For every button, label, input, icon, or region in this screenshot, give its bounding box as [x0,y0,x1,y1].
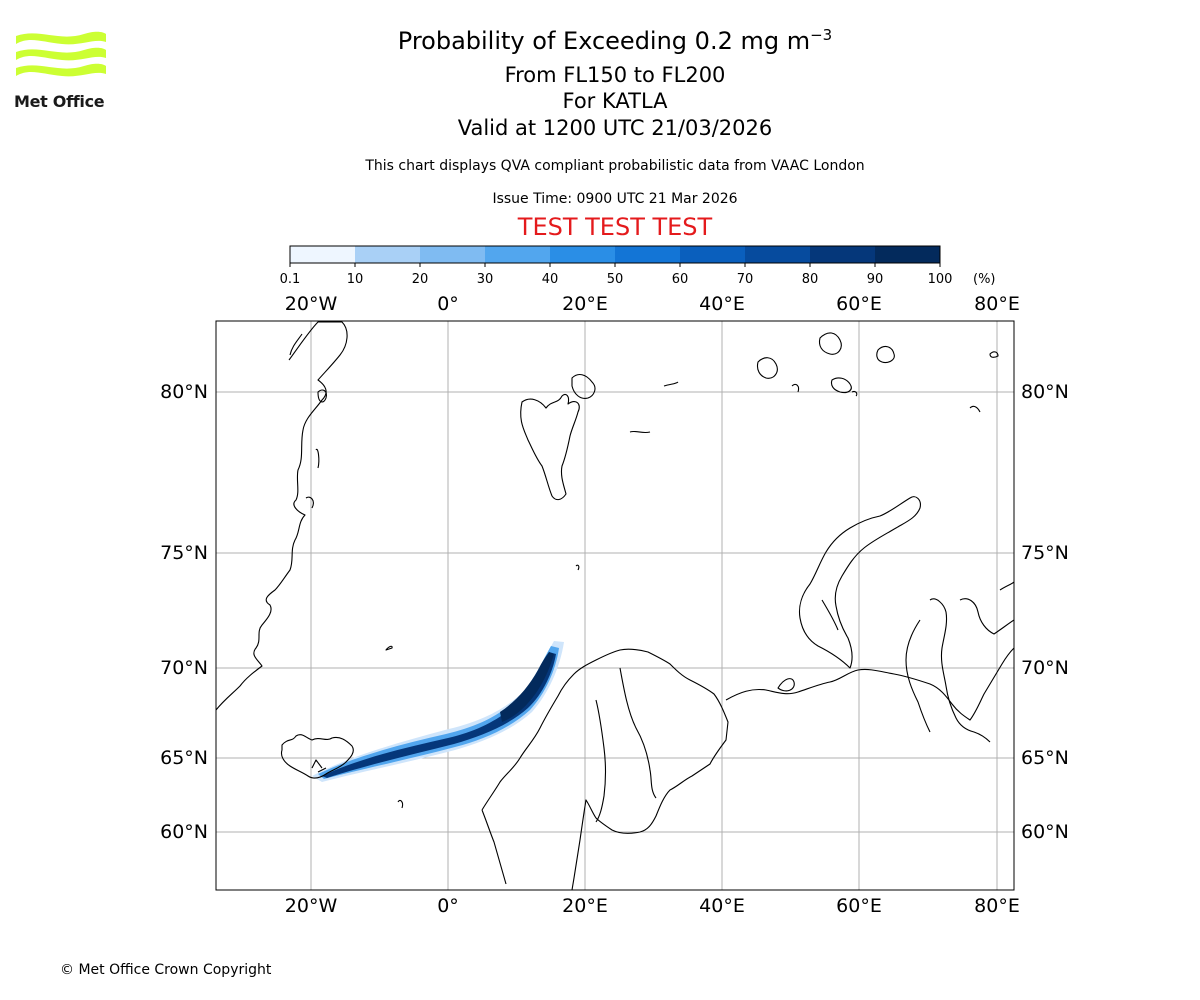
lon-label-bottom-80e: 80°E [974,895,1020,917]
copyright-notice: © Met Office Crown Copyright [60,962,272,978]
plume-peak [500,652,554,722]
lon-label-top-40e: 40°E [699,293,745,315]
map-frame [215,320,1015,891]
lon-label-bottom-60e: 60°E [836,895,882,917]
lon-label-top-80e: 80°E [974,293,1020,315]
coastlines [216,321,1014,890]
lat-label-right-80n: 80°N [1021,381,1069,403]
lat-label-left-75n: 75°N [160,542,208,564]
chart-title: Probability of Exceeding 0.2 mg m−3 [0,26,1200,55]
lat-label-left-80n: 80°N [160,381,208,403]
colorbar-cell-6 [680,246,746,263]
colorbar-cell-2 [420,246,486,263]
lon-label-top-20e: 20°E [562,293,608,315]
lon-label-top-0: 0° [437,293,459,315]
flight-level-range: From FL150 to FL200 [504,63,726,87]
novaya-zemlya-coast [798,496,921,669]
colorbar-cell-4 [550,246,616,263]
colorbar-unit-label: (%) [973,272,996,287]
lat-label-left-70n: 70°N [160,657,208,679]
volcano-name: For KATLA [562,89,668,113]
lat-label-right-60n: 60°N [1021,821,1069,843]
met-office-logo-text: Met Office [14,92,105,111]
probability-colorbar: 0.1 10 20 30 40 50 60 70 80 90 100 (%) [280,245,996,287]
lon-label-bottom-0: 0° [437,895,459,917]
lat-label-left-60n: 60°N [160,821,208,843]
colorbar-tick-label: 70 [737,272,754,287]
lat-label-right-75n: 75°N [1021,542,1069,564]
colorbar-tick-label: 100 [928,272,953,287]
lon-label-top-20w: 20°W [285,293,338,315]
map-gridlines [216,321,1014,890]
colorbar-tick-label: 90 [867,272,884,287]
lon-label-top-60e: 60°E [836,293,882,315]
valid-time: Valid at 1200 UTC 21/03/2026 [457,116,773,140]
lon-label-bottom-20w: 20°W [285,895,338,917]
colorbar-tick-label: 80 [802,272,819,287]
colorbar-cell-3 [485,246,551,263]
lon-label-bottom-40e: 40°E [699,895,745,917]
colorbar-tick-label: 20 [412,272,429,287]
colorbar-tick-label: 30 [477,272,494,287]
lat-label-right-70n: 70°N [1021,657,1069,679]
colorbar-cell-1 [355,246,421,263]
iceland-coast [280,734,354,779]
colorbar-tick-label: 50 [607,272,624,287]
ash-plume [312,641,564,782]
colorbar-tick-label: 10 [347,272,364,287]
colorbar-tick-label: 40 [542,272,559,287]
chart-subtitle: This chart displays QVA compliant probab… [365,158,865,174]
issue-time: Issue Time: 0900 UTC 21 Mar 2026 [492,191,738,207]
svalbard-coast [520,393,580,501]
russia-coast [725,647,1014,721]
chart-title-prefix: Probability of Exceeding 0.2 mg m [397,27,811,55]
colorbar-cell-0 [290,246,356,263]
colorbar-cell-8 [810,246,876,263]
met-office-logo-icon [16,31,106,77]
chart-title-exponent: −3 [810,26,833,44]
colorbar-tick-label: 60 [672,272,689,287]
scandinavia-coast [481,648,729,890]
test-banner: TEST TEST TEST [517,213,713,241]
lon-label-bottom-20e: 20°E [562,895,608,917]
colorbar-cell-9 [875,246,941,263]
colorbar-cell-7 [745,246,811,263]
colorbar-cell-5 [615,246,681,263]
lat-label-right-65n: 65°N [1021,747,1069,769]
colorbar-tick-label: 0.1 [280,272,301,287]
lat-label-left-65n: 65°N [160,747,208,769]
